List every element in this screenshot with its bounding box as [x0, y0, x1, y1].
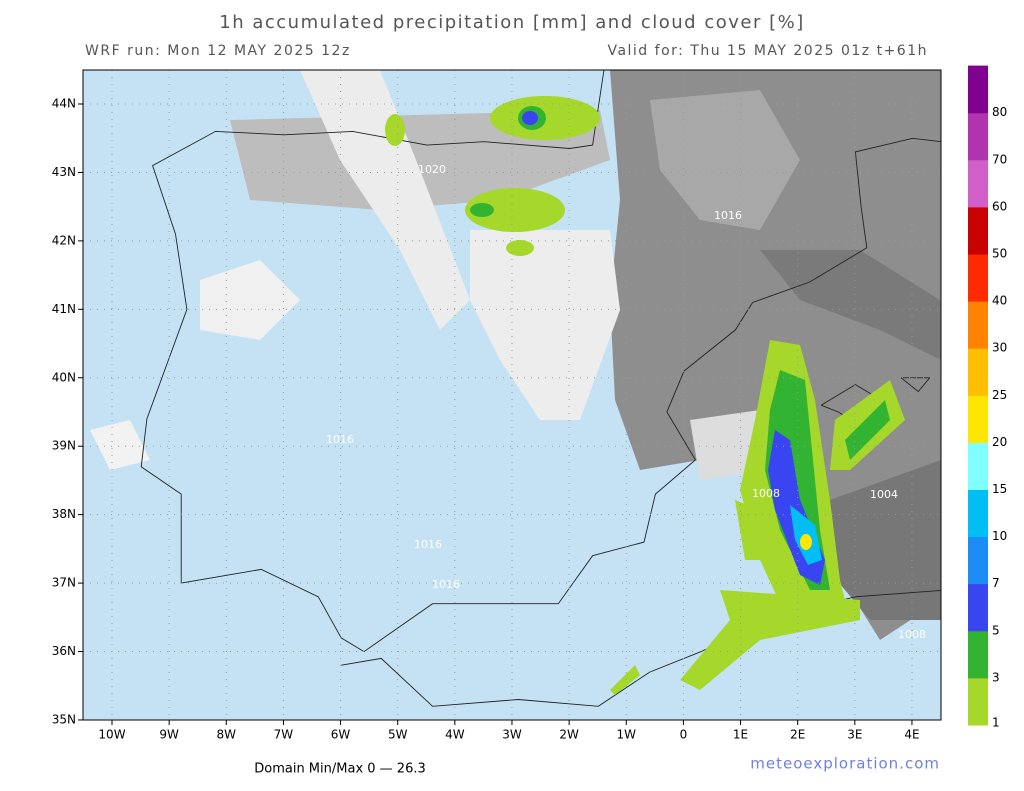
colorbar-swatch	[968, 254, 988, 302]
lat-label: 42N	[52, 233, 76, 247]
colorbar-label: 5	[992, 623, 1000, 637]
axes: 44N 43N 42N 41N 40N 39N 38N 37N 36N 35N 10W 9W 8W 7W 6…	[52, 97, 920, 742]
lon-label: 2W	[559, 728, 579, 742]
lon-label: 4E	[904, 728, 919, 742]
colorbar-swatch	[968, 677, 988, 726]
colorbar-label: 20	[992, 435, 1007, 449]
lat-label: 43N	[52, 165, 76, 179]
lat-label: 44N	[52, 97, 76, 111]
lon-label: 10W	[98, 728, 125, 742]
lat-label: 39N	[52, 439, 76, 453]
site-credit: meteoexploration.com	[750, 755, 940, 773]
colorbar-swatch	[968, 536, 988, 585]
isobar-label: 1016	[414, 538, 442, 551]
lon-label: 0	[680, 728, 688, 742]
colorbar-label: 40	[992, 294, 1007, 308]
precipitation	[385, 96, 905, 695]
colorbar-swatch	[968, 630, 988, 679]
run-info: WRF run: Mon 12 MAY 2025 12z	[85, 43, 351, 59]
lon-label: 8W	[217, 728, 237, 742]
isobar-label: 1016	[326, 433, 354, 446]
lat-label: 37N	[52, 576, 76, 590]
min-max: Domain Min/Max 0 — 26.3	[254, 762, 426, 777]
colorbar: 1 3 5 7 10 15 20 25 30 40 50 60 70 80	[968, 65, 1007, 730]
colorbar-label: 15	[992, 482, 1007, 496]
colorbar-swatch	[968, 583, 988, 632]
title: 1h accumulated precipitation [mm] and cl…	[219, 12, 804, 33]
isobar-label: 1016	[714, 209, 742, 222]
map-area: 1020 1016 1016 1008 1004 1016 1016 1008	[83, 70, 941, 720]
colorbar-label: 60	[992, 199, 1007, 213]
colorbar-swatch	[968, 489, 988, 538]
colorbar-label: 7	[992, 576, 1000, 590]
lon-label: 3E	[847, 728, 862, 742]
colorbar-swatch	[968, 206, 988, 255]
isobar-label: 1008	[752, 487, 780, 500]
colorbar-swatch	[968, 395, 988, 443]
lon-label: 4W	[445, 728, 465, 742]
colorbar-label: 70	[992, 152, 1007, 166]
lon-label: 6W	[331, 728, 351, 742]
isobar-label: 1020	[418, 163, 446, 176]
lon-label: 7W	[274, 728, 294, 742]
isobar-label: 1004	[870, 488, 898, 501]
colorbar-swatch	[968, 301, 988, 349]
colorbar-label: 3	[992, 670, 1000, 684]
lat-label: 41N	[52, 302, 76, 316]
colorbar-label: 10	[992, 529, 1007, 543]
isobar-label: 1016	[432, 578, 460, 591]
lat-label: 35N	[52, 712, 76, 726]
lat-label: 38N	[52, 507, 76, 521]
lon-label: 2E	[790, 728, 805, 742]
lon-label: 1E	[733, 728, 748, 742]
lat-label: 36N	[52, 644, 76, 658]
isobar-label: 1008	[898, 628, 926, 641]
lon-label: 1W	[617, 728, 637, 742]
colorbar-label: 30	[992, 341, 1007, 355]
lat-label: 40N	[52, 370, 76, 384]
colorbar-label: 1	[992, 716, 1000, 730]
lon-label: 5W	[388, 728, 408, 742]
colorbar-swatch	[968, 65, 988, 114]
colorbar-label: 80	[992, 105, 1007, 119]
colorbar-swatch	[968, 112, 988, 161]
lon-label: 9W	[159, 728, 179, 742]
lon-label: 3W	[502, 728, 522, 742]
colorbar-swatch	[968, 348, 988, 396]
colorbar-swatch	[968, 159, 988, 208]
colorbar-swatch	[968, 442, 988, 490]
colorbar-label: 25	[992, 388, 1007, 402]
colorbar-label: 50	[992, 247, 1007, 261]
valid-info: Valid for: Thu 15 MAY 2025 01z t+61h	[607, 43, 928, 59]
